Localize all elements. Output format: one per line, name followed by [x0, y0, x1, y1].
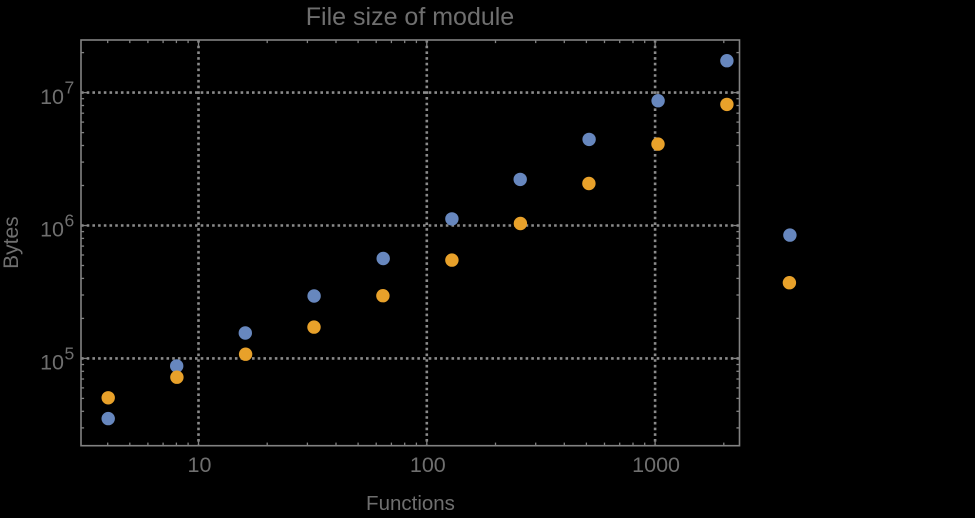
- svg-text:Bytes: Bytes: [0, 216, 23, 269]
- svg-text:5: 5: [65, 343, 75, 363]
- svg-text:7: 7: [65, 78, 75, 98]
- svg-text:100: 100: [410, 453, 446, 477]
- svg-text:6: 6: [65, 211, 75, 231]
- svg-text:10: 10: [40, 218, 64, 242]
- svg-text:10: 10: [40, 351, 64, 375]
- svg-text:File size of module: File size of module: [306, 3, 514, 31]
- svg-text:1000: 1000: [632, 453, 680, 477]
- svg-text:Functions: Functions: [366, 492, 455, 513]
- svg-text:10: 10: [40, 85, 64, 109]
- svg-text:10: 10: [188, 453, 212, 477]
